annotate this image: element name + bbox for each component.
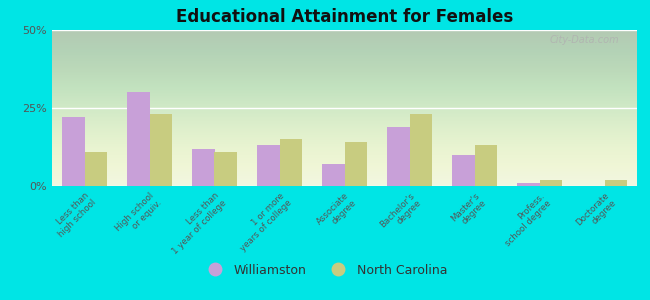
Bar — [517, 183, 540, 186]
Bar — [150, 114, 172, 186]
Bar — [192, 148, 215, 186]
Bar — [474, 146, 497, 186]
Bar — [84, 152, 107, 186]
Bar — [387, 127, 410, 186]
Bar — [257, 146, 280, 186]
Bar — [62, 117, 84, 186]
Bar — [280, 139, 302, 186]
Bar — [410, 114, 432, 186]
Legend: Williamston, North Carolina: Williamston, North Carolina — [198, 259, 452, 282]
Title: Educational Attainment for Females: Educational Attainment for Females — [176, 8, 513, 26]
Bar — [604, 180, 627, 186]
Bar — [452, 155, 474, 186]
Bar — [322, 164, 344, 186]
Bar — [540, 180, 562, 186]
Bar — [214, 152, 237, 186]
Bar — [344, 142, 367, 186]
Bar — [127, 92, 150, 186]
Text: City-Data.com: City-Data.com — [550, 35, 619, 45]
